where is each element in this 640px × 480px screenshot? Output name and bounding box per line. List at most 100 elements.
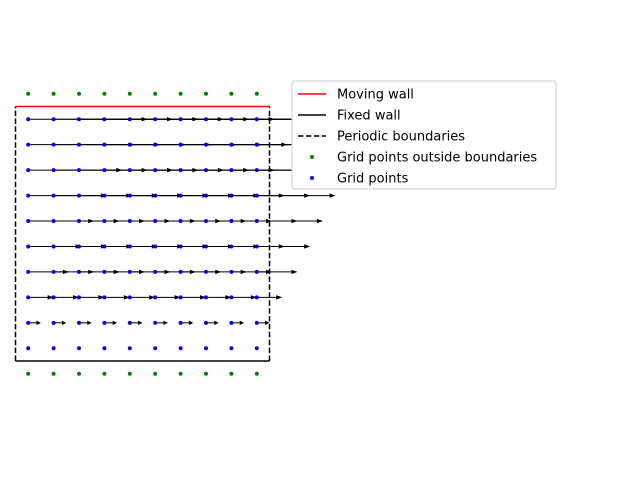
velocity-arrow	[180, 295, 206, 300]
grid-point	[178, 295, 183, 300]
legend: Moving wall Fixed wall Periodic boundaries…	[291, 80, 557, 190]
grid-point	[51, 295, 56, 300]
grid-point	[153, 168, 158, 173]
grid-point	[127, 244, 132, 249]
grid-point	[229, 168, 234, 173]
outside-grid-point	[204, 91, 208, 96]
grid-point	[254, 244, 259, 249]
grid-point	[51, 244, 56, 249]
velocity-arrow-head	[123, 295, 130, 300]
outside-grid-point	[51, 371, 56, 376]
grid-point	[153, 346, 158, 351]
velocity-arrow-head	[239, 320, 245, 326]
legend-label: Grid points outside boundaries	[337, 151, 537, 166]
outside-grid-point	[26, 371, 31, 376]
velocity-arrow-head	[276, 295, 283, 300]
grid-point	[153, 244, 158, 249]
velocity-arrow	[256, 295, 283, 300]
velocity-arrow	[256, 244, 311, 249]
velocity-arrow-head	[87, 320, 92, 326]
grid-point	[254, 193, 259, 198]
grid-point	[229, 117, 234, 122]
velocity-arrow	[79, 295, 105, 300]
grid-point	[26, 168, 31, 173]
grid-point	[51, 193, 56, 198]
legend-frame	[291, 80, 557, 190]
grid-point	[204, 142, 208, 147]
grid-point	[26, 142, 31, 147]
grid-point	[254, 295, 259, 300]
grid-point	[153, 219, 158, 224]
grid-point	[51, 117, 56, 122]
grid-point	[229, 244, 234, 249]
grid-point	[153, 117, 158, 122]
legend-entry: Periodic boundaries	[298, 130, 465, 145]
outside-grid-point	[51, 91, 56, 96]
outside-grid-point	[254, 91, 259, 96]
legend-entry: Fixed wall	[298, 109, 401, 124]
grid-point	[178, 269, 183, 274]
velocity-arrow-head	[174, 295, 181, 300]
grid-point	[51, 168, 56, 173]
velocity-arrow-head	[291, 269, 298, 275]
grid-point	[178, 346, 183, 351]
grid-point	[127, 193, 132, 198]
grid-point	[51, 142, 56, 147]
grid-point	[178, 244, 183, 249]
velocity-arrow-head	[329, 193, 336, 198]
grid-point	[178, 219, 183, 224]
grid-point	[153, 320, 158, 325]
outside-grid-point	[77, 371, 81, 376]
grid-point	[77, 219, 81, 224]
outside-grid-point	[77, 91, 81, 96]
velocity-arrow	[28, 295, 54, 300]
legend-entry: Grid points	[310, 172, 409, 187]
grid-point	[229, 142, 234, 147]
outside-points-layer	[26, 91, 259, 376]
grid-point	[77, 244, 81, 249]
velocity-arrow-head	[112, 320, 118, 326]
velocity-arrow-head	[225, 295, 232, 300]
grid-point	[178, 168, 183, 173]
grid-point	[204, 346, 208, 351]
grid-point	[127, 269, 132, 274]
grid-point	[127, 117, 132, 122]
grid-point	[178, 117, 183, 122]
outside-grid-point	[178, 371, 183, 376]
grid-point	[102, 244, 107, 249]
grid-point	[127, 320, 132, 325]
grid-point	[26, 269, 31, 274]
grid-point	[26, 346, 31, 351]
grid-point	[127, 295, 132, 300]
grid-point	[153, 142, 158, 147]
grid-point	[254, 219, 259, 224]
grid-point	[77, 117, 81, 122]
grid-point	[102, 193, 107, 198]
grid-point	[204, 168, 208, 173]
outside-grid-point	[102, 371, 107, 376]
grid-point	[26, 295, 31, 300]
legend-entry: Moving wall	[298, 88, 414, 103]
grid-point	[153, 269, 158, 274]
grid-point	[204, 320, 208, 325]
grid-point	[229, 295, 234, 300]
grid-point	[178, 193, 183, 198]
outside-grid-point	[127, 371, 132, 376]
legend-label: Periodic boundaries	[337, 130, 465, 145]
grid-point	[178, 320, 183, 325]
velocity-arrow	[256, 269, 298, 275]
outside-grid-point	[254, 371, 259, 376]
grid-point	[254, 320, 259, 325]
grid-point	[77, 346, 81, 351]
velocity-arrow-head	[149, 295, 156, 300]
grid-point	[153, 295, 158, 300]
grid-point	[254, 168, 259, 173]
grid-point	[77, 295, 81, 300]
legend-entry: Grid points outside boundaries	[310, 151, 537, 166]
grid-point	[102, 320, 107, 325]
velocity-arrow	[231, 295, 257, 300]
velocity-arrow	[129, 295, 156, 300]
grid-point	[229, 320, 234, 325]
grid-point	[102, 117, 107, 122]
